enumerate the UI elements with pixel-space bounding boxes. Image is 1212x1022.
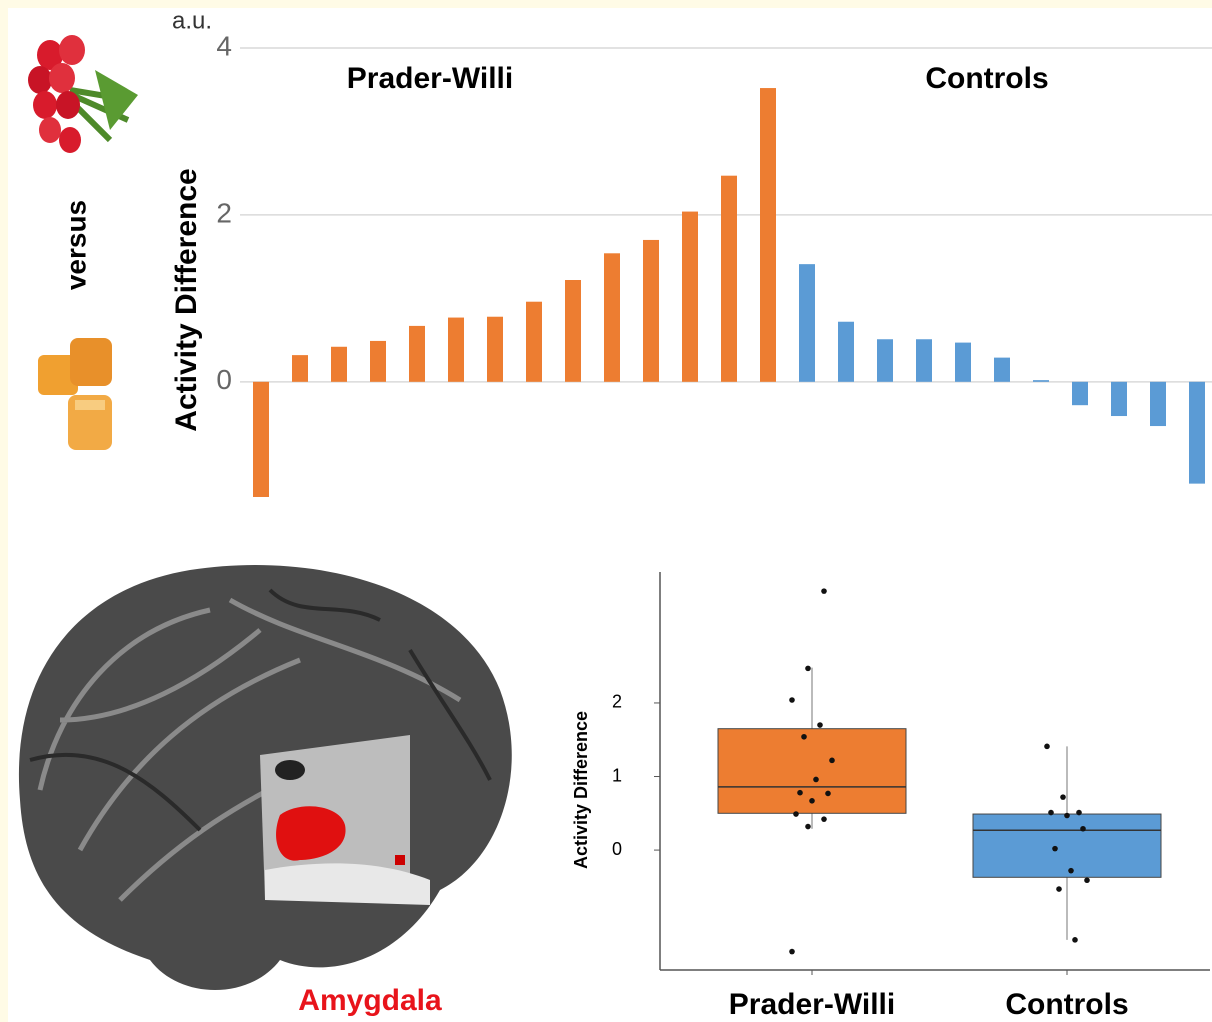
y-tick-label: 0 [612, 839, 622, 859]
bar [799, 264, 815, 382]
bar [643, 239, 659, 382]
caramel-icon [38, 338, 112, 450]
data-point [801, 733, 807, 740]
y-tick-label: 1 [612, 765, 622, 785]
data-point [809, 797, 815, 804]
bar [448, 317, 464, 382]
y-unit: a.u. [172, 7, 212, 34]
y-axis-label: Activity Difference [170, 168, 203, 431]
brain-image [18, 565, 512, 990]
data-point [1044, 743, 1050, 750]
bar [409, 325, 425, 382]
data-point [1060, 794, 1066, 800]
x-tick-label: Prader-Willi [729, 988, 895, 1021]
data-point [1048, 809, 1054, 816]
data-point [821, 816, 827, 822]
y-tick-label: 0 [216, 364, 232, 395]
data-point [1056, 886, 1062, 892]
data-point [1064, 812, 1070, 819]
y-axis-label: Activity Difference [571, 711, 591, 869]
group-label: Controls [925, 62, 1048, 95]
bar [526, 301, 542, 382]
bar [565, 280, 581, 382]
data-point [789, 697, 795, 703]
bar [604, 253, 620, 382]
y-tick-label: 2 [612, 692, 622, 712]
bar [1111, 381, 1127, 417]
data-point [1084, 877, 1090, 884]
bar [331, 346, 347, 382]
data-point [805, 823, 811, 830]
bar [760, 88, 776, 382]
tulips-icon [28, 35, 138, 153]
bar [370, 340, 386, 382]
data-point [825, 790, 831, 797]
data-point [821, 588, 827, 594]
data-point [797, 789, 803, 796]
bar [1033, 380, 1049, 382]
data-point [829, 757, 835, 764]
bar [1189, 381, 1205, 484]
y-tick-label: 4 [216, 30, 232, 61]
bar [721, 175, 737, 382]
group-label: Prader-Willi [347, 62, 513, 95]
data-point [793, 811, 799, 817]
region-label: Amygdala [298, 984, 442, 1017]
x-tick-label: Controls [1005, 988, 1128, 1021]
bar [838, 321, 854, 382]
data-point [813, 776, 819, 783]
bar [1072, 381, 1088, 406]
bar [877, 339, 893, 382]
bar [1150, 381, 1166, 427]
data-point [789, 948, 795, 955]
data-point [1052, 845, 1058, 852]
data-point [1080, 825, 1086, 832]
bar [955, 342, 971, 382]
data-point [1068, 867, 1074, 874]
bar [994, 357, 1010, 382]
data-point [1072, 937, 1078, 943]
bar [682, 211, 698, 382]
bar [292, 355, 308, 382]
y-tick-label: 2 [216, 197, 232, 228]
bar [916, 339, 932, 382]
bar [253, 381, 269, 497]
data-point [1076, 809, 1082, 816]
bar [487, 316, 503, 382]
versus-label: versus [60, 200, 91, 290]
data-point [817, 722, 823, 728]
box [972, 813, 1162, 878]
data-point [805, 665, 811, 672]
